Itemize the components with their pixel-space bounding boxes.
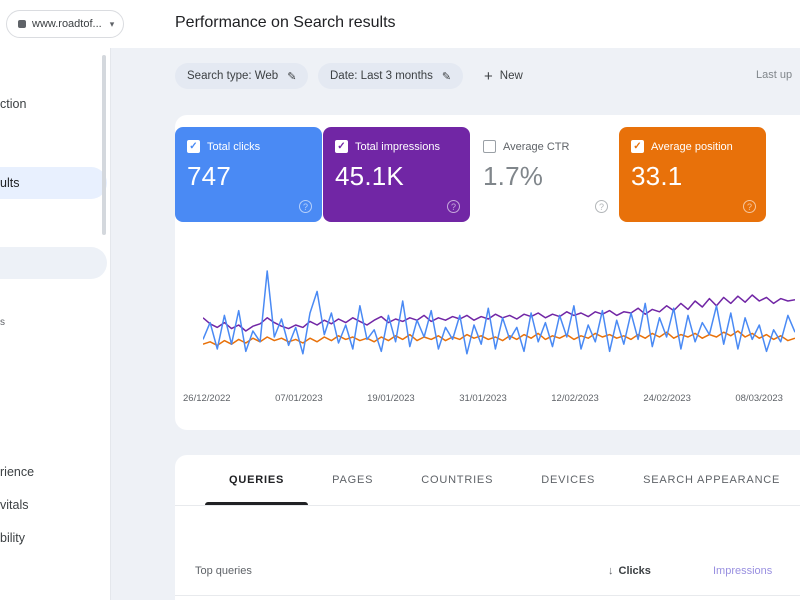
sidebar-item[interactable]: s [0, 317, 5, 328]
metric-value: 45.1K [335, 161, 404, 191]
checkbox-icon[interactable]: ✓ [335, 140, 348, 153]
metric-cards-row: ✓ Total clicks 747 ? ✓ Total impressions… [175, 127, 766, 222]
x-axis-tick-label: 24/02/2023 [643, 393, 691, 404]
new-filter-label: New [499, 70, 523, 82]
x-axis-tick-label: 31/01/2023 [459, 393, 507, 404]
sidebar-item-url-inspection[interactable]: ction [0, 97, 27, 111]
last-updated-text: Last up [756, 69, 793, 81]
metric-card-average-ctr[interactable]: Average CTR 1.7% ? [471, 127, 618, 222]
checkbox-icon[interactable] [483, 140, 496, 153]
help-icon[interactable]: ? [595, 200, 608, 213]
table-header-divider [175, 595, 800, 596]
sidebar-item-search-results[interactable]: ults [0, 167, 107, 199]
pencil-icon: ✎ [441, 70, 452, 83]
tabs-divider [175, 505, 800, 506]
sidebar-item-pill[interactable] [0, 247, 107, 279]
table-header-clicks-label: Clicks [618, 565, 651, 577]
tab-search-appearance[interactable]: SEARCH APPEARANCE [643, 474, 781, 486]
performance-chart [203, 265, 795, 385]
topbar: www.roadtof... ▾ Performance on Search r… [0, 0, 800, 48]
sidebar-item-mobile-usability[interactable]: bility [0, 531, 26, 545]
tab-queries[interactable]: QUERIES [205, 455, 309, 505]
help-icon[interactable]: ? [743, 200, 756, 213]
filter-chip-search-type[interactable]: Search type: Web ✎ [175, 63, 309, 89]
tab-devices[interactable]: DEVICES [541, 474, 596, 486]
filter-chip-date-range[interactable]: Date: Last 3 months ✎ [318, 63, 464, 89]
details-panel: QUERIES PAGES COUNTRIES DEVICES SEARCH A… [175, 455, 800, 615]
x-axis-labels: 26/12/2022 07/01/2023 19/01/2023 31/01/2023… [183, 393, 783, 404]
table-header-impressions[interactable]: Impressions [713, 565, 773, 577]
metric-card-header: Average CTR [483, 140, 606, 153]
page-title: Performance on Search results [175, 14, 396, 31]
checkbox-icon[interactable]: ✓ [187, 140, 200, 153]
property-selector-label: www.roadtof... [32, 18, 102, 30]
x-axis-tick-label: 19/01/2023 [367, 393, 415, 404]
metric-label: Average position [651, 140, 733, 153]
metric-label: Total impressions [355, 140, 440, 153]
tab-pages[interactable]: PAGES [332, 474, 374, 486]
performance-panel: ✓ Total clicks 747 ? ✓ Total impressions… [175, 115, 800, 430]
metric-label: Total clicks [207, 140, 261, 153]
metric-value: 1.7% [483, 161, 544, 191]
x-axis-tick-label: 26/12/2022 [183, 393, 231, 404]
help-icon[interactable]: ? [447, 200, 460, 213]
property-icon [18, 20, 26, 28]
metric-card-header: ✓ Total impressions [335, 140, 458, 153]
metric-label: Average CTR [503, 140, 570, 153]
plus-icon: + [484, 67, 493, 85]
filter-chip-label: Date: Last 3 months [330, 70, 433, 82]
chevron-down-icon: ▾ [109, 18, 115, 29]
metric-card-header: ✓ Total clicks [187, 140, 310, 153]
sort-down-icon: ↓ [608, 565, 614, 577]
new-filter-button[interactable]: + New [484, 63, 523, 89]
x-axis-tick-label: 07/01/2023 [275, 393, 323, 404]
sidebar-item-core-web-vitals[interactable]: vitals [0, 498, 29, 512]
metric-value: 747 [187, 161, 231, 191]
x-axis-tick-label: 08/03/2023 [735, 393, 783, 404]
metric-card-total-impressions[interactable]: ✓ Total impressions 45.1K ? [323, 127, 470, 222]
x-axis-tick-label: 12/02/2023 [551, 393, 599, 404]
table-header-clicks[interactable]: ↓ Clicks [608, 565, 651, 577]
metric-card-header: ✓ Average position [631, 140, 754, 153]
pencil-icon: ✎ [287, 70, 297, 83]
table-header-top-queries: Top queries [195, 565, 252, 577]
property-selector[interactable]: www.roadtof... ▾ [6, 10, 125, 38]
filter-chip-label: Search type: Web [187, 70, 279, 82]
tab-countries[interactable]: COUNTRIES [421, 474, 494, 486]
sidebar: ction ults s rience vitals bility [0, 48, 111, 600]
metric-value: 33.1 [631, 161, 683, 191]
help-icon[interactable]: ? [299, 200, 312, 213]
sidebar-item-label: ults [0, 176, 20, 190]
dimension-tabs: QUERIES PAGES COUNTRIES DEVICES SEARCH A… [205, 455, 800, 505]
checkbox-icon[interactable]: ✓ [631, 140, 644, 153]
sidebar-scrollbar[interactable] [102, 55, 106, 235]
metric-card-total-clicks[interactable]: ✓ Total clicks 747 ? [175, 127, 322, 222]
sidebar-item-page-experience[interactable]: rience [0, 465, 35, 479]
metric-card-average-position[interactable]: ✓ Average position 33.1 ? [619, 127, 766, 222]
